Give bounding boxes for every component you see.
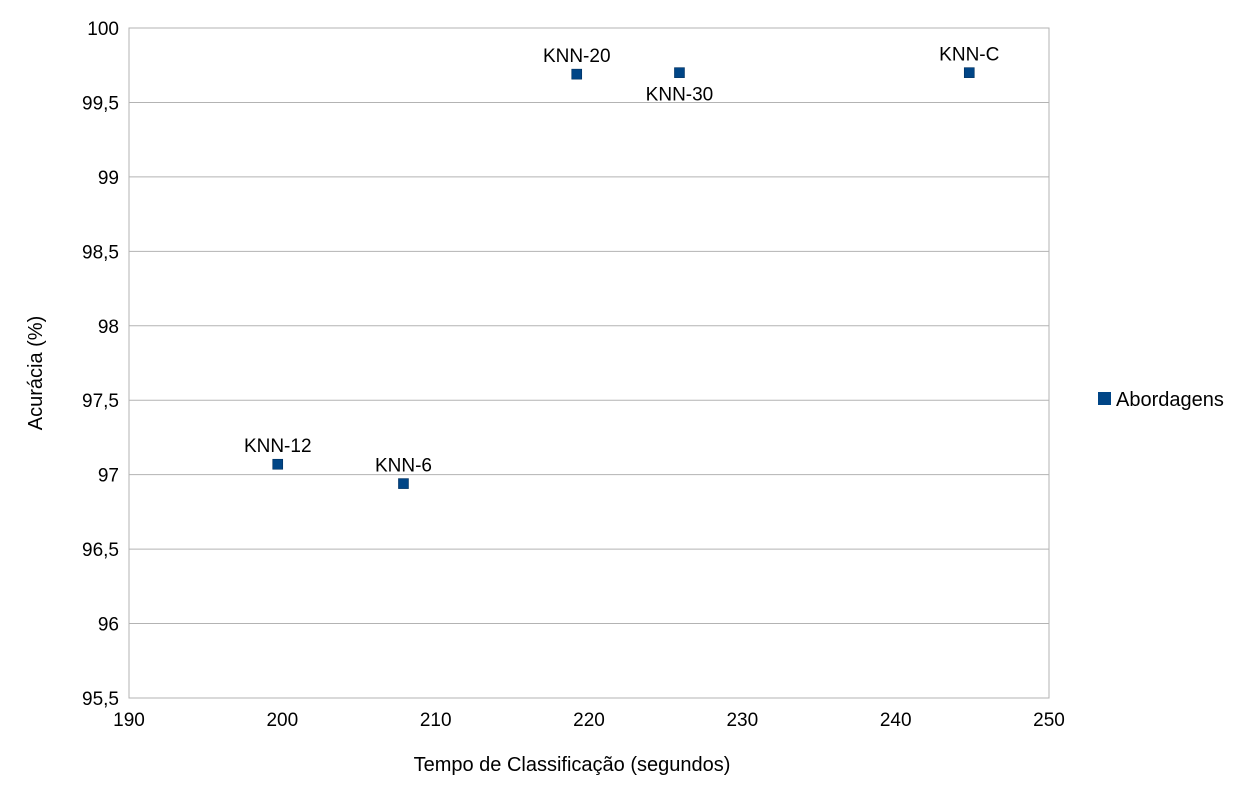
legend-swatch xyxy=(1098,392,1111,405)
x-tick-label: 220 xyxy=(573,710,605,731)
y-tick-label: 100 xyxy=(87,19,119,40)
x-tick-label: 250 xyxy=(1033,710,1065,731)
y-tick-label: 99 xyxy=(98,168,119,189)
data-point xyxy=(963,67,975,78)
x-tick-label: 210 xyxy=(420,710,452,731)
x-tick-label: 240 xyxy=(880,710,912,731)
grid-lines xyxy=(129,27,1049,699)
data-points xyxy=(272,67,975,489)
x-axis-ticks: 190 200 210 220 230 240 250 xyxy=(113,710,1065,731)
x-axis-title: Tempo de Classificação (segundos) xyxy=(414,754,731,776)
y-axis-ticks: 95,5 96 96,5 97 97,5 98 98,5 99 99,5 100 xyxy=(82,19,119,710)
legend: Abordagens xyxy=(1098,389,1224,411)
x-tick-label: 190 xyxy=(113,710,145,731)
y-tick-label: 98,5 xyxy=(82,242,119,263)
data-point xyxy=(674,67,685,78)
y-tick-label: 98 xyxy=(98,317,119,338)
x-tick-label: 230 xyxy=(726,710,758,731)
y-tick-label: 97 xyxy=(98,466,119,487)
plot-frame xyxy=(128,27,1050,699)
y-tick-label: 96 xyxy=(98,615,119,636)
data-label: KNN-12 xyxy=(244,436,312,457)
data-point xyxy=(571,68,583,80)
y-tick-label: 96,5 xyxy=(82,540,119,561)
legend-label: Abordagens xyxy=(1116,389,1224,411)
data-label: KNN-C xyxy=(939,45,999,66)
data-label: KNN-20 xyxy=(543,46,611,67)
data-label: KNN-30 xyxy=(646,85,714,106)
y-tick-label: 95,5 xyxy=(82,689,119,710)
x-tick-label: 200 xyxy=(266,710,298,731)
data-point xyxy=(398,478,409,489)
data-label: KNN-6 xyxy=(375,456,432,477)
y-tick-label: 99,5 xyxy=(82,93,119,114)
data-point xyxy=(272,458,284,470)
point-labels: KNN-12 KNN-6 KNN-20 KNN-30 KNN-C xyxy=(244,45,999,477)
y-axis-title: Acurácia (%) xyxy=(25,316,47,430)
y-tick-label: 97,5 xyxy=(82,391,119,412)
